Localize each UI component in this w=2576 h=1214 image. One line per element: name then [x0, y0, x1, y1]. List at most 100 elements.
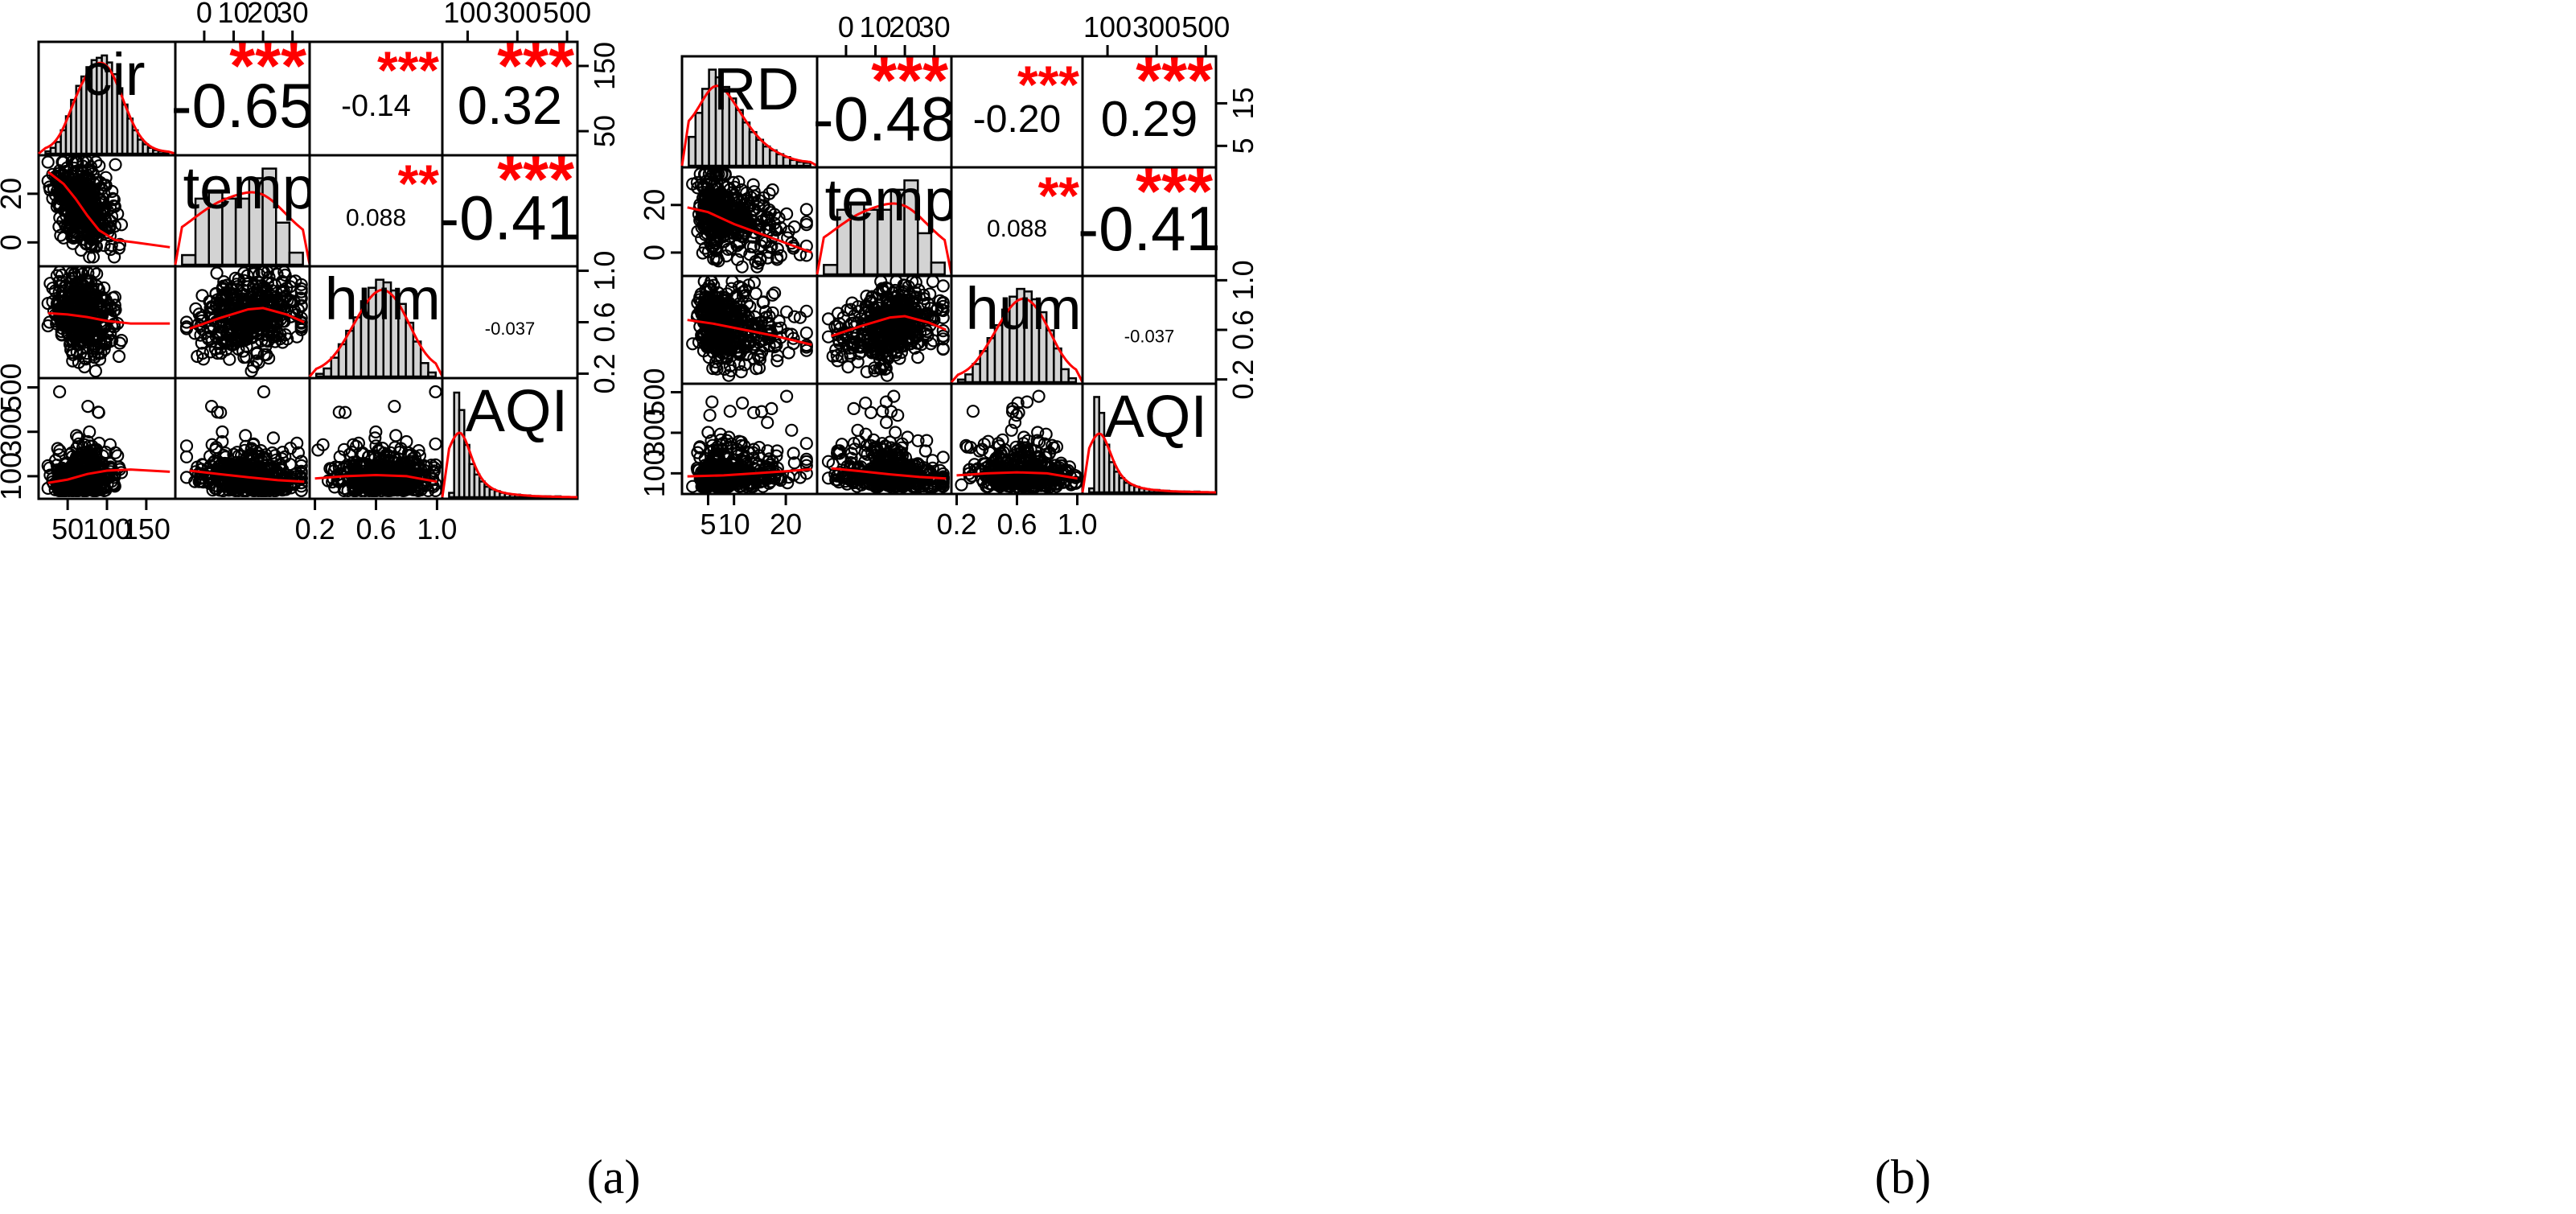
scatter-point — [400, 434, 413, 449]
cell-cir-AQI: 0.32*** — [441, 30, 579, 157]
cell-temp-temp: temp — [174, 154, 315, 268]
scatter-point — [52, 274, 66, 288]
hist-bar — [694, 112, 704, 167]
scatter-point — [78, 208, 92, 221]
cell-AQI-cir — [37, 377, 177, 500]
scatter-point — [84, 183, 98, 196]
scatter-point — [195, 458, 209, 471]
cell-frame — [308, 154, 444, 268]
scatter-point — [205, 400, 219, 414]
cell-RD-hum: -0.20*** — [950, 55, 1084, 169]
right-tick-label: 0.2 — [588, 353, 621, 393]
scatter-point — [273, 458, 287, 471]
cell-AQI-temp — [816, 382, 953, 496]
scatter-point — [252, 356, 265, 369]
significance-stars: ** — [1038, 166, 1080, 225]
hist-bar — [823, 264, 839, 276]
cell-cir-temp: -0.65*** — [171, 30, 314, 157]
scatter-matrix-a: cir -0.65***-0.14***0.32***temp 0.088** -0.… — [0, 0, 621, 545]
cell-cir-hum: -0.14*** — [308, 40, 444, 157]
hist-bar — [412, 340, 422, 378]
scatter-point — [230, 295, 244, 309]
cell-temp-hum: 0.088** — [950, 166, 1084, 278]
variable-name-hum: hum — [325, 265, 441, 332]
right-tick-label: 1.0 — [588, 251, 621, 291]
correlation-value: -0.65 — [171, 70, 314, 141]
scatter-point — [259, 290, 273, 303]
scatter-point — [389, 429, 403, 442]
scatter-point — [50, 184, 64, 198]
bottom-tick-label: 150 — [122, 512, 171, 545]
scatter-point — [214, 405, 228, 419]
scatter-point — [84, 195, 97, 209]
scatter-point — [43, 277, 57, 290]
cell-temp-AQI: -0.41*** — [1078, 155, 1221, 278]
scatter-point — [262, 270, 276, 284]
scatter-point — [84, 164, 98, 178]
scatter-point — [83, 250, 97, 264]
significance-stars: *** — [1136, 155, 1213, 228]
significance-stars: *** — [497, 30, 574, 103]
scatter-point — [47, 304, 61, 318]
cell-cir-cir: cir — [37, 40, 177, 157]
scatter-point — [203, 307, 216, 321]
scatter-point — [221, 327, 235, 341]
correlation-value: 0.088 — [346, 205, 406, 232]
scatter-point — [236, 458, 250, 472]
top-tick-label: 10 — [218, 0, 250, 29]
scatter-point — [220, 343, 233, 356]
cell-frame — [441, 154, 579, 268]
scatter-point — [50, 479, 64, 492]
scatter-point — [261, 307, 274, 320]
scatter-point — [84, 447, 97, 460]
hist-bar — [181, 253, 197, 266]
scatter-point — [105, 238, 118, 253]
variable-name-hum: hum — [966, 275, 1082, 342]
cell-temp-RD — [680, 166, 819, 278]
scatter-point — [65, 266, 79, 280]
scatter-point — [290, 436, 304, 451]
correlation-value: -0.41 — [438, 182, 581, 253]
scatter-point — [60, 208, 73, 223]
hist-bar — [762, 145, 771, 167]
cell-hum-temp — [816, 274, 953, 385]
cell-hum-hum: hum — [950, 274, 1084, 385]
scatter-point — [71, 277, 84, 290]
left-tick-label: 100 — [0, 452, 27, 500]
scatter-point — [47, 182, 61, 195]
scatter-point — [332, 405, 346, 419]
scatter-point — [97, 239, 111, 253]
scatter-point — [84, 294, 98, 307]
top-tick-label: 100 — [443, 0, 491, 29]
scatter-point — [92, 405, 105, 419]
scatter-point — [67, 191, 80, 205]
scatter-point — [249, 444, 263, 458]
density-curve — [174, 191, 311, 265]
scatter-point — [311, 443, 325, 457]
scatter-point — [92, 182, 106, 195]
cell-temp-temp: temp — [816, 166, 957, 278]
scatter-point — [68, 161, 81, 175]
scatter-point — [107, 478, 121, 492]
bottom-tick-label: 1.0 — [417, 512, 457, 545]
scatter-point — [228, 331, 242, 344]
scatter-point — [265, 277, 278, 290]
scatter-point — [88, 340, 102, 353]
scatter-point — [216, 434, 229, 449]
cell-RD-RD: RD — [680, 55, 819, 169]
scatter-point — [251, 460, 265, 474]
scatter-point — [64, 343, 78, 356]
scatter-point — [80, 347, 94, 360]
hist-bar — [261, 167, 277, 266]
hist-bar — [748, 130, 758, 167]
cell-temp-hum: 0.088** — [308, 154, 444, 268]
scatter-matrix-b: RD -0.48***-0.20***0.29***temp 0.088**-0.4… — [638, 10, 1259, 541]
scatter-point — [339, 405, 352, 419]
scatter-point — [238, 333, 252, 347]
scatter-point — [95, 204, 109, 217]
scatter-point — [107, 199, 121, 213]
cell-RD-temp: -0.48*** — [813, 44, 955, 169]
scatter-point — [210, 266, 224, 280]
correlation-value: -0.14 — [341, 89, 411, 123]
scatter-point — [112, 241, 126, 255]
